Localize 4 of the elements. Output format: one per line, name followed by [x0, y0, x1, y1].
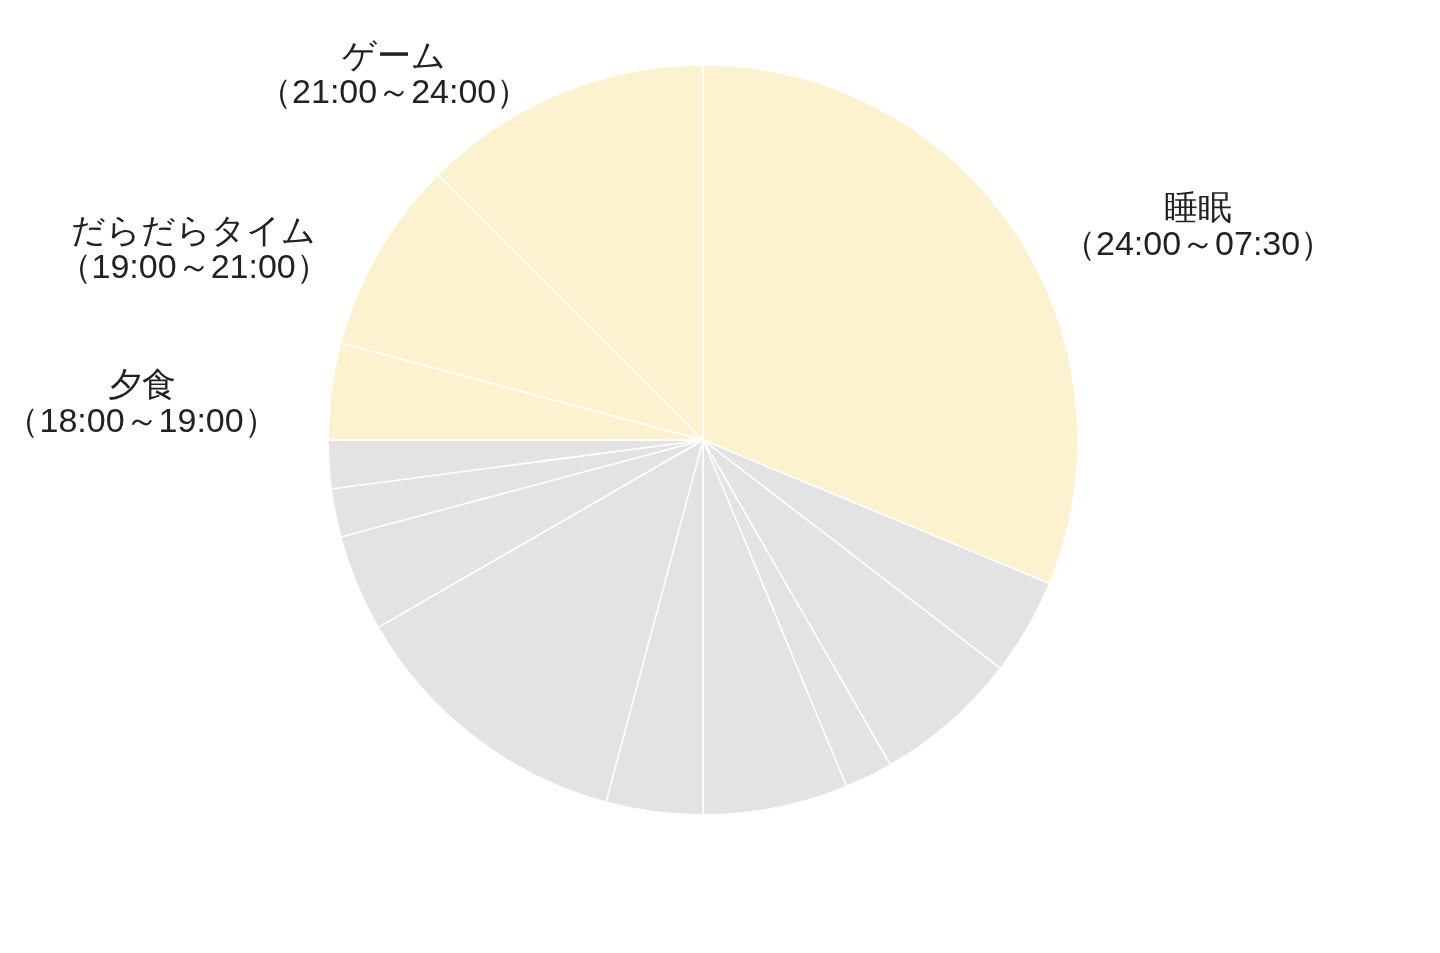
slice-label: ゲーム（21:00～24:00）	[258, 35, 531, 110]
slice-label: 夕食（18:00～19:00）	[5, 364, 278, 439]
slice-label: だらだらタイム（19:00～21:00）	[57, 211, 330, 286]
slice-label: 睡眠（24:00～07:30）	[1061, 188, 1335, 263]
